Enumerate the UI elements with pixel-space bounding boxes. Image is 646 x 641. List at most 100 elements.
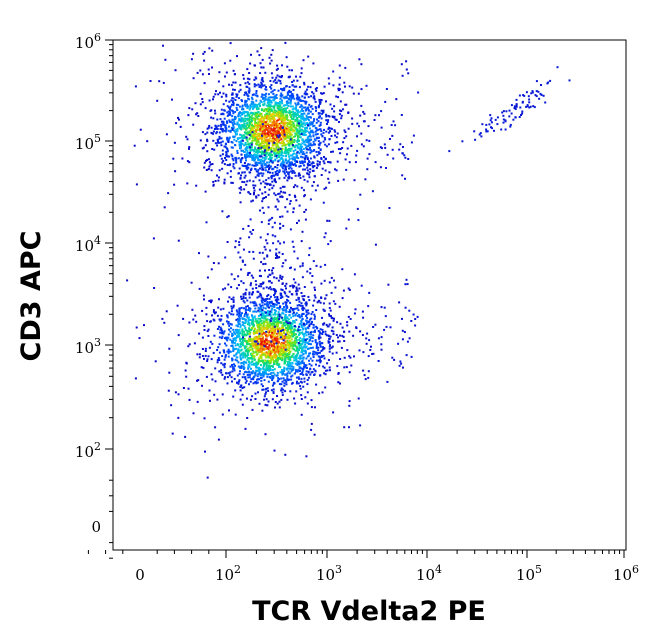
event-point xyxy=(311,130,314,133)
event-point xyxy=(266,147,269,150)
event-point xyxy=(163,321,166,324)
event-point xyxy=(274,134,277,137)
event-point xyxy=(203,325,206,328)
event-point xyxy=(241,312,243,315)
event-point xyxy=(405,60,408,63)
event-point xyxy=(267,116,270,119)
event-point xyxy=(236,55,238,58)
event-point xyxy=(218,343,221,346)
event-point xyxy=(301,230,304,233)
event-point xyxy=(247,356,250,359)
event-point xyxy=(249,307,252,310)
event-point xyxy=(247,95,250,98)
event-point xyxy=(246,358,249,361)
event-point xyxy=(386,153,389,156)
event-point xyxy=(316,160,319,163)
event-point xyxy=(299,304,302,307)
event-point xyxy=(310,347,313,349)
event-point xyxy=(256,127,259,130)
event-point xyxy=(263,398,265,401)
event-point xyxy=(223,358,226,361)
event-point xyxy=(268,101,270,104)
event-point xyxy=(283,321,285,324)
event-point xyxy=(289,390,292,393)
event-point xyxy=(222,121,225,124)
event-point xyxy=(285,301,288,304)
event-point xyxy=(277,130,280,133)
event-point xyxy=(258,102,261,105)
event-point xyxy=(229,322,232,325)
event-point xyxy=(204,133,207,136)
event-point xyxy=(281,99,283,102)
event-point xyxy=(254,392,257,395)
event-point xyxy=(226,114,229,117)
event-point xyxy=(267,364,270,367)
event-point xyxy=(216,398,219,401)
event-point xyxy=(293,321,296,324)
event-point xyxy=(297,111,300,114)
event-point xyxy=(283,382,286,385)
event-point xyxy=(262,315,265,318)
event-point xyxy=(271,307,274,310)
event-point xyxy=(272,327,275,330)
event-point xyxy=(323,136,326,139)
event-point xyxy=(267,145,270,148)
event-point xyxy=(285,56,288,59)
event-point xyxy=(265,398,268,401)
event-point xyxy=(285,149,288,151)
event-point xyxy=(233,122,236,125)
event-point xyxy=(301,295,304,298)
event-point xyxy=(236,138,239,140)
event-point xyxy=(257,111,260,114)
event-point xyxy=(260,315,263,318)
event-point xyxy=(263,340,266,343)
event-point xyxy=(289,357,292,360)
event-point xyxy=(229,175,232,178)
event-point xyxy=(271,122,274,125)
event-point xyxy=(240,134,243,137)
event-point xyxy=(260,133,263,136)
event-point xyxy=(279,352,282,355)
event-point xyxy=(285,346,288,349)
event-point xyxy=(269,119,272,122)
event-point xyxy=(270,281,273,284)
event-point xyxy=(294,333,296,336)
event-point xyxy=(333,129,336,132)
event-point xyxy=(279,128,282,131)
event-point xyxy=(217,306,220,309)
event-point xyxy=(277,115,280,118)
event-point xyxy=(299,132,301,135)
event-point xyxy=(310,116,312,119)
event-point xyxy=(264,333,267,335)
event-point xyxy=(221,140,224,143)
event-point xyxy=(249,148,252,151)
event-point xyxy=(243,150,246,153)
event-point xyxy=(271,153,273,156)
event-point xyxy=(257,306,260,309)
event-point xyxy=(226,147,228,150)
event-point xyxy=(286,160,289,163)
event-point xyxy=(265,92,268,95)
event-point xyxy=(304,208,307,211)
event-point xyxy=(275,362,278,365)
event-point xyxy=(289,365,292,367)
event-point xyxy=(300,362,302,365)
event-point xyxy=(268,302,271,305)
event-point xyxy=(219,326,222,329)
event-point xyxy=(216,144,219,147)
event-point xyxy=(249,345,252,347)
event-point xyxy=(259,72,262,75)
event-point xyxy=(278,122,281,125)
event-point xyxy=(320,117,323,120)
event-point xyxy=(290,356,293,359)
event-point xyxy=(302,59,305,62)
event-point xyxy=(321,167,324,170)
event-point xyxy=(243,347,246,350)
event-point xyxy=(292,341,295,344)
event-point xyxy=(226,314,229,317)
event-point xyxy=(520,114,522,116)
event-point xyxy=(267,122,270,125)
event-point xyxy=(268,120,271,123)
event-point xyxy=(289,350,291,353)
event-point xyxy=(301,115,304,118)
